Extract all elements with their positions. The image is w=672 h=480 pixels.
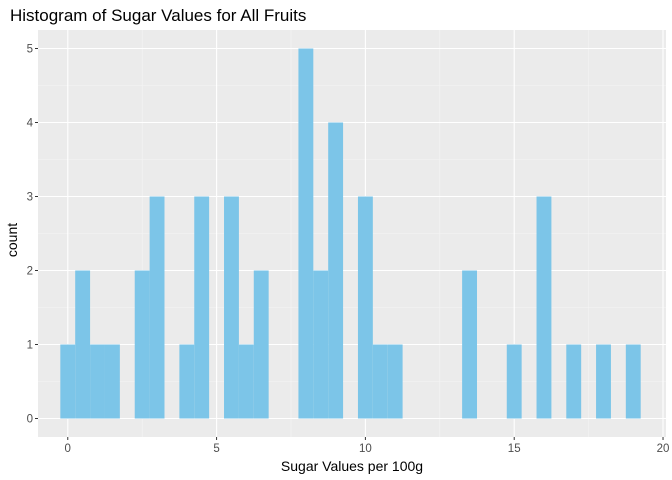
y-axis-label: count	[4, 223, 20, 257]
histogram-bar	[313, 270, 329, 419]
histogram-bar	[328, 122, 344, 419]
y-tick-label: 0	[27, 414, 33, 426]
histogram-bar	[134, 270, 150, 419]
histogram-bar	[238, 344, 254, 419]
histogram-bar	[506, 344, 522, 419]
histogram-bar	[536, 196, 552, 419]
histogram-bar	[149, 196, 165, 419]
histogram-bar	[60, 344, 76, 419]
y-tick-label: 1	[27, 340, 33, 352]
histogram-bar	[179, 344, 195, 419]
histogram-bar	[357, 196, 373, 419]
x-tick-label: 5	[213, 443, 219, 455]
y-tick-label: 5	[27, 44, 33, 56]
y-tick-label: 4	[27, 118, 34, 130]
x-tick-label: 10	[359, 443, 372, 455]
histogram-bar	[625, 344, 641, 419]
histogram-bar	[596, 344, 611, 419]
histogram-bar	[372, 344, 388, 419]
x-tick-label: 15	[508, 443, 521, 455]
x-axis-ticks: 0 5 10 15 20	[65, 437, 670, 455]
x-axis-label: Sugar Values per 100g	[281, 458, 423, 474]
minor-grid	[38, 30, 666, 437]
histogram-bar	[298, 48, 314, 419]
x-tick-label: 20	[657, 443, 670, 455]
bars	[60, 48, 641, 419]
histogram-bar	[253, 270, 269, 419]
histogram-bar	[90, 344, 105, 419]
histogram-bar	[75, 270, 91, 419]
y-tick-label: 2	[27, 266, 33, 278]
y-axis-ticks: 0 1 2 3 4 5	[27, 44, 38, 426]
chart-title: Histogram of Sugar Values for All Fruits	[10, 6, 306, 25]
x-tick-label: 0	[65, 443, 71, 455]
y-tick-label: 3	[27, 192, 33, 204]
histogram-bar	[387, 344, 403, 419]
histogram-bar	[566, 344, 582, 419]
histogram-bar	[224, 196, 239, 419]
histogram-bar	[104, 344, 120, 419]
histogram-bar	[194, 196, 210, 419]
histogram-bar	[462, 270, 478, 419]
